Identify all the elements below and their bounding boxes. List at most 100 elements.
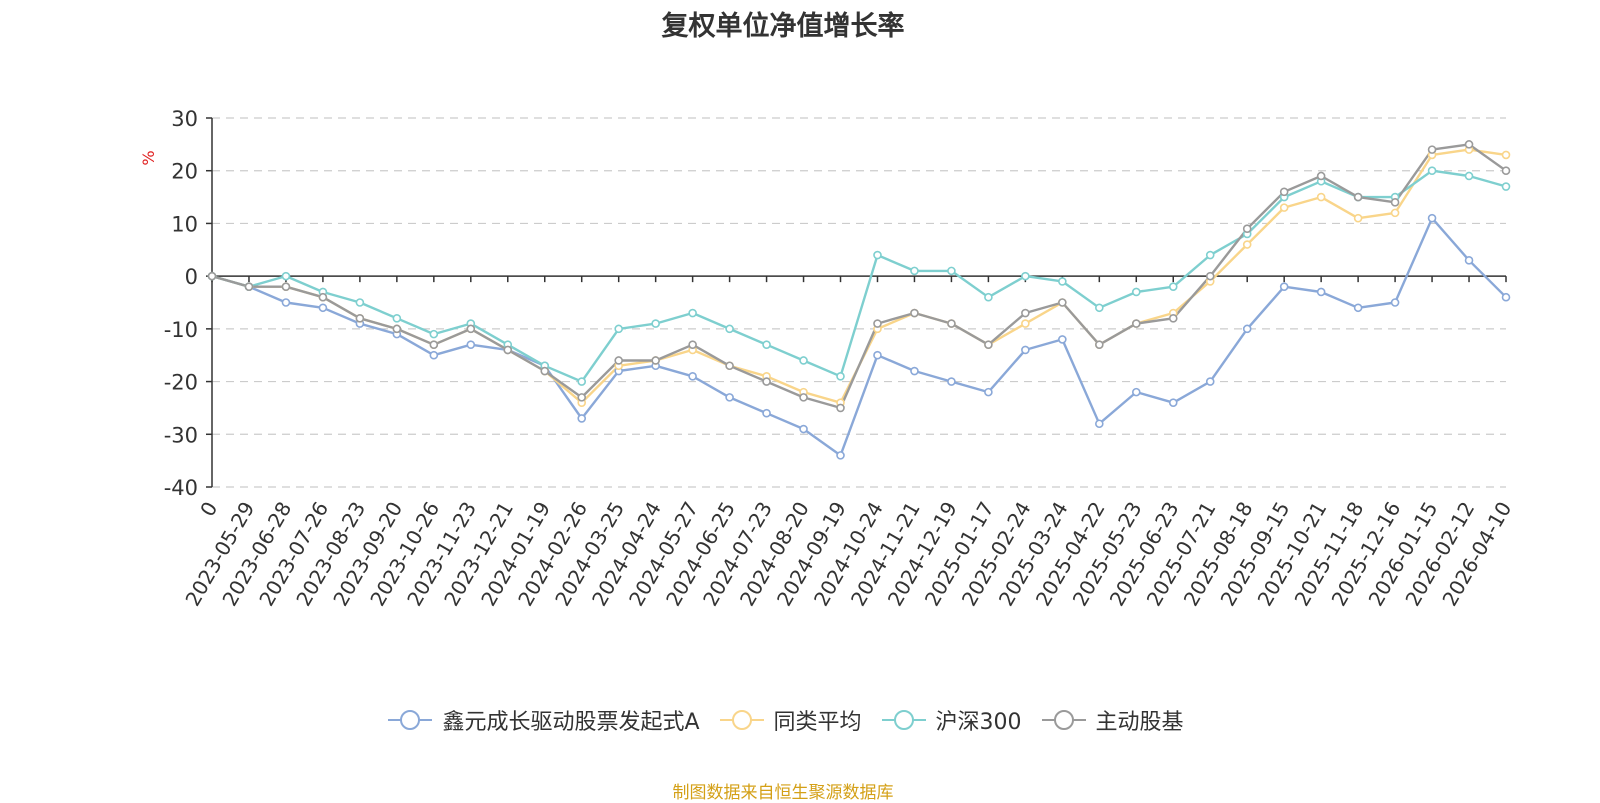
data-point-0[interactable] (836, 451, 845, 460)
data-point-2[interactable] (873, 250, 882, 260)
data-point-3[interactable] (1353, 192, 1363, 202)
data-point-2[interactable] (429, 329, 439, 339)
data-point-2[interactable] (1095, 303, 1104, 313)
data-point-3[interactable] (1095, 340, 1104, 349)
data-point-1[interactable] (1390, 208, 1400, 218)
data-point-0[interactable] (725, 393, 734, 402)
series-line-3[interactable] (211, 143, 1507, 410)
data-point-2[interactable] (1464, 171, 1474, 181)
data-point-2[interactable] (392, 314, 402, 323)
data-point-1[interactable] (1316, 192, 1326, 202)
data-point-3[interactable] (503, 345, 513, 355)
data-point-3[interactable] (1021, 308, 1030, 318)
data-point-2[interactable] (577, 377, 587, 386)
data-point-3[interactable] (355, 314, 365, 323)
data-point-0[interactable] (984, 387, 993, 397)
data-point-3[interactable] (688, 340, 697, 349)
data-point-0[interactable] (1464, 256, 1474, 265)
data-point-3[interactable] (1427, 145, 1437, 154)
legend-item-1[interactable]: 同类平均 (718, 704, 862, 736)
legend-item-3[interactable]: 主动股基 (1040, 704, 1184, 736)
data-point-1[interactable] (1353, 213, 1363, 223)
data-point-1[interactable] (1279, 203, 1289, 212)
data-point-0[interactable] (1131, 387, 1141, 397)
data-point-3[interactable] (1131, 319, 1141, 328)
data-point-0[interactable] (281, 298, 291, 307)
data-point-2[interactable] (836, 371, 845, 381)
data-point-3[interactable] (799, 393, 808, 402)
data-point-0[interactable] (1279, 282, 1289, 291)
data-point-2[interactable] (1021, 271, 1030, 281)
legend-item-0[interactable]: 鑫元成长驱动股票发起式A (386, 704, 700, 736)
data-point-1[interactable] (1242, 240, 1252, 249)
data-point-3[interactable] (1205, 271, 1215, 281)
data-point-0[interactable] (466, 340, 476, 349)
data-point-0[interactable] (1058, 335, 1067, 344)
data-point-0[interactable] (577, 414, 587, 423)
data-point-3[interactable] (873, 319, 882, 328)
data-point-3[interactable] (540, 366, 550, 376)
data-point-2[interactable] (651, 319, 660, 328)
data-point-2[interactable] (1131, 287, 1141, 297)
data-point-2[interactable] (281, 271, 291, 281)
data-point-3[interactable] (1501, 166, 1511, 176)
data-point-3[interactable] (1168, 314, 1178, 323)
data-point-0[interactable] (947, 377, 956, 386)
data-point-3[interactable] (207, 271, 217, 281)
data-point-2[interactable] (1058, 277, 1067, 286)
data-point-0[interactable] (1501, 292, 1511, 302)
data-point-0[interactable] (1242, 324, 1252, 334)
data-point-2[interactable] (1501, 182, 1511, 191)
data-point-2[interactable] (799, 356, 808, 365)
data-point-0[interactable] (1021, 345, 1030, 355)
data-point-3[interactable] (984, 340, 993, 349)
data-point-3[interactable] (725, 361, 734, 371)
data-point-0[interactable] (1316, 287, 1326, 297)
data-point-3[interactable] (1316, 171, 1326, 181)
data-point-3[interactable] (466, 324, 476, 334)
data-point-2[interactable] (355, 298, 365, 307)
data-point-0[interactable] (429, 350, 439, 360)
data-point-0[interactable] (1205, 377, 1215, 386)
data-point-2[interactable] (1205, 250, 1215, 260)
data-point-3[interactable] (281, 282, 291, 291)
data-point-0[interactable] (1095, 419, 1104, 429)
data-point-2[interactable] (910, 266, 919, 276)
data-point-1[interactable] (1021, 319, 1030, 328)
series-line-2[interactable] (211, 169, 1507, 383)
data-point-3[interactable] (1279, 187, 1289, 197)
data-point-3[interactable] (836, 403, 845, 413)
data-point-3[interactable] (651, 356, 660, 365)
series-line-0[interactable] (211, 216, 1507, 457)
data-point-2[interactable] (1168, 282, 1178, 291)
data-point-2[interactable] (984, 292, 993, 302)
data-point-2[interactable] (688, 308, 697, 318)
data-point-3[interactable] (577, 393, 587, 402)
data-point-2[interactable] (947, 266, 956, 276)
data-point-3[interactable] (1058, 298, 1067, 307)
data-point-3[interactable] (318, 292, 328, 302)
data-point-0[interactable] (873, 350, 882, 360)
data-point-2[interactable] (614, 324, 623, 334)
data-point-0[interactable] (762, 408, 771, 418)
data-point-0[interactable] (1353, 303, 1363, 313)
data-point-3[interactable] (910, 308, 919, 318)
data-point-2[interactable] (762, 340, 771, 349)
data-point-3[interactable] (947, 319, 956, 328)
data-point-0[interactable] (688, 371, 697, 381)
data-point-0[interactable] (1168, 398, 1178, 407)
data-point-3[interactable] (244, 282, 254, 291)
data-point-0[interactable] (1427, 213, 1437, 223)
data-point-3[interactable] (1242, 224, 1252, 233)
data-point-3[interactable] (1390, 198, 1400, 207)
data-point-3[interactable] (1464, 140, 1474, 149)
data-point-1[interactable] (1501, 150, 1511, 160)
data-point-0[interactable] (799, 424, 808, 434)
data-point-3[interactable] (429, 340, 439, 349)
data-point-3[interactable] (392, 324, 402, 334)
data-point-2[interactable] (725, 324, 734, 334)
data-point-0[interactable] (1390, 298, 1400, 307)
data-point-0[interactable] (318, 303, 328, 313)
data-point-2[interactable] (1427, 166, 1437, 176)
data-point-0[interactable] (910, 366, 919, 376)
